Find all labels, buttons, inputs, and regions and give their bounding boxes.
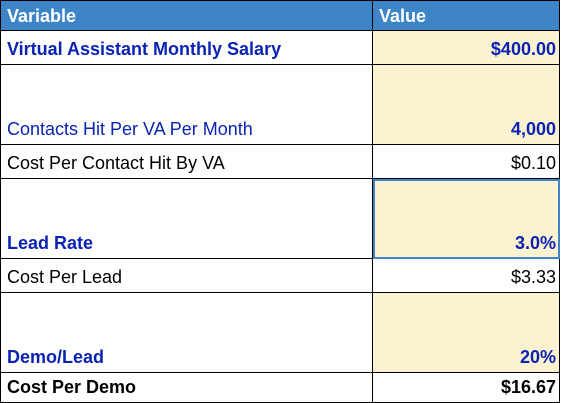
value-cell[interactable]: $400.00 [372,30,560,65]
label-cell[interactable]: Cost Per Contact Hit By VA [0,144,373,179]
label-cell[interactable]: Contacts Hit Per VA Per Month [0,64,373,145]
header-variable[interactable]: Variable [0,0,373,31]
value-cell[interactable]: $0.10 [372,144,560,179]
header-value[interactable]: Value [372,0,560,31]
label-cell[interactable]: Cost Per Demo [0,372,373,403]
label-cell[interactable]: Cost Per Lead [0,258,373,293]
label-cell[interactable]: Lead Rate [0,178,373,259]
table-row: Cost Per Contact Hit By VA $0.10 [0,144,560,179]
table-row: Cost Per Lead $3.33 [0,258,560,293]
table-row: Demo/Lead 20% [0,292,560,373]
value-cell[interactable]: 4,000 [372,64,560,145]
table-row: Cost Per Demo $16.67 [0,372,560,403]
value-cell[interactable]: $3.33 [372,258,560,293]
table-row: Virtual Assistant Monthly Salary $400.00 [0,30,560,65]
table-row: Contacts Hit Per VA Per Month 4,000 [0,64,560,145]
label-cell[interactable]: Demo/Lead [0,292,373,373]
value-cell-selected[interactable]: 3.0% [372,178,560,259]
header-row: Variable Value [0,0,560,31]
label-cell[interactable]: Virtual Assistant Monthly Salary [0,30,373,65]
value-cell[interactable]: $16.67 [372,372,560,403]
table-row: Lead Rate 3.0% [0,178,560,259]
value-cell[interactable]: 20% [372,292,560,373]
